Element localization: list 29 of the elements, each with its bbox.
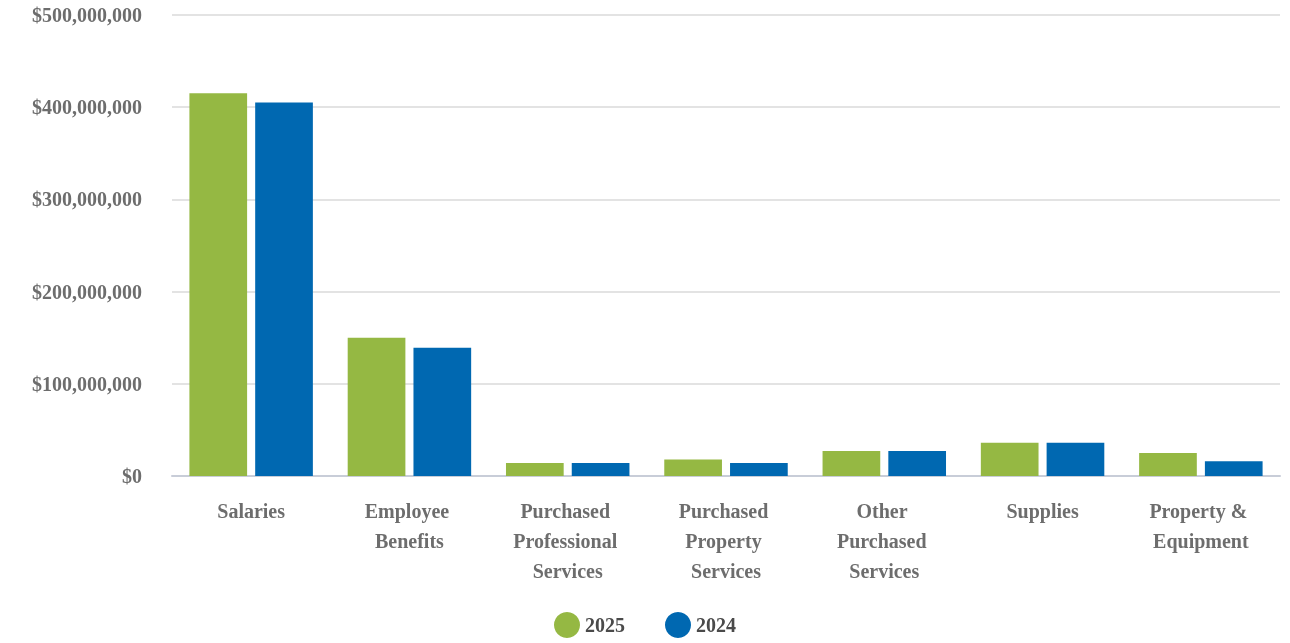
bar [1204, 461, 1263, 476]
x-tick-label: Other Purchased Services [836, 500, 932, 582]
bar [571, 463, 630, 476]
bar [255, 102, 313, 476]
bar [413, 347, 472, 476]
legend-label: 2024 [696, 614, 736, 636]
x-tick-label: Employee Benefits [364, 500, 455, 552]
bar [505, 463, 564, 476]
x-tick-label: Purchased Property Services [678, 500, 774, 582]
y-tick-label: $100,000,000 [32, 372, 142, 395]
x-tick-label: Supplies [1006, 500, 1079, 523]
y-tick-label: $0 [122, 465, 142, 487]
bar [664, 459, 722, 476]
y-tick-label: $300,000,000 [32, 188, 142, 211]
bar [189, 93, 248, 476]
x-tick-label: Purchased Professional Services [513, 500, 623, 582]
bar [888, 451, 947, 476]
bar [730, 463, 788, 476]
x-tick-label: Salaries [217, 500, 286, 522]
bar [1046, 442, 1105, 476]
x-tick-label: Property & Equipment [1149, 500, 1253, 553]
bar [822, 451, 881, 476]
y-tick-label: $500,000,000 [32, 4, 142, 26]
bar [1139, 452, 1197, 476]
legend-label: 2025 [585, 614, 625, 636]
y-tick-label: $400,000,000 [32, 96, 142, 119]
y-tick-label: $200,000,000 [32, 280, 142, 303]
bar [347, 337, 406, 476]
bar [980, 442, 1039, 476]
